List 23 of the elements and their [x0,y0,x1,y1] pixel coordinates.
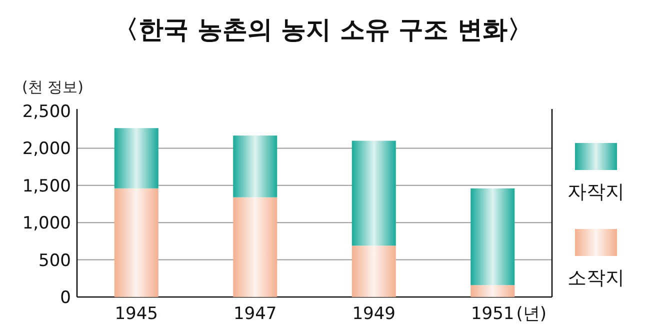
y-tick-label: 1,500 [22,176,71,196]
legend-label: 소작지 [568,267,624,289]
bar [114,188,158,297]
y-tick-label: 2,000 [22,139,71,160]
bar [470,285,515,297]
x-tick-label: 1949 [352,304,396,324]
y-axis-title: (천 정보) [22,78,84,96]
x-tick-label: 1951 [470,304,514,324]
x-tick-label: 1947 [233,304,277,324]
bar [352,140,396,246]
bar [352,246,396,297]
bar [233,197,278,297]
bar [114,128,158,188]
y-tick-label: 1,000 [22,214,71,234]
y-tick-label: 0 [60,288,71,308]
bar [470,188,515,286]
y-tick-label: 500 [38,250,71,271]
x-axis-title: (년) [516,304,547,324]
x-tick-label: 1945 [114,304,158,324]
legend-label: 자작지 [568,181,624,203]
chart-title: 〈한국 농촌의 농지 소유 구조 변화〉 [114,15,532,44]
bar [233,136,278,198]
y-tick-label: 2,500 [22,102,71,122]
